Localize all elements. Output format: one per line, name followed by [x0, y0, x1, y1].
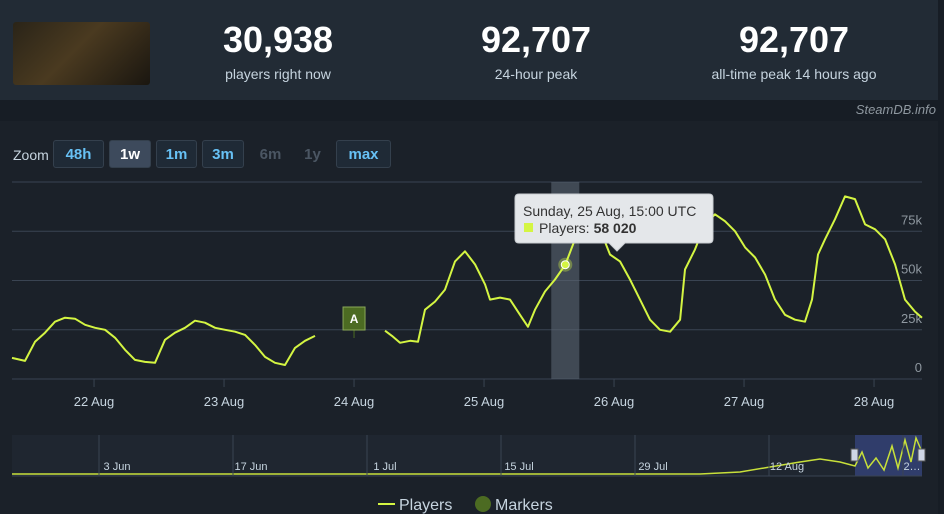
zoom-button: 6m: [259, 146, 282, 163]
stat: 30,938 players right now: [158, 19, 398, 83]
stat-label: players right now: [225, 66, 331, 82]
x-tick-label: 27 Aug: [724, 394, 765, 409]
tooltip-swatch: [524, 223, 533, 232]
hover-point-core: [560, 260, 570, 270]
zoom-button[interactable]: 48h: [53, 140, 104, 168]
stat-label: 24-hour peak: [494, 66, 578, 82]
navigator[interactable]: [12, 435, 922, 476]
x-tick-label: 25 Aug: [464, 394, 505, 409]
x-tick-label: 23 Aug: [204, 394, 245, 409]
zoom-button[interactable]: 1m: [156, 140, 197, 168]
stat-value: 30,938: [222, 19, 334, 60]
tooltip-title: Sunday, 25 Aug, 15:00 UTC: [523, 203, 696, 219]
navigator-label: 2…: [903, 461, 920, 473]
x-tick-label: 24 Aug: [334, 394, 375, 409]
tooltip-value: 58 020: [594, 220, 637, 236]
stat-value: 92,707: [480, 19, 592, 60]
navigator-label: 29 Jul: [638, 461, 667, 473]
x-tick-label: 26 Aug: [594, 394, 635, 409]
legend-label[interactable]: Players: [399, 497, 452, 514]
y-tick-label: 25k: [901, 311, 922, 326]
zoom-button[interactable]: max: [336, 140, 391, 168]
credit[interactable]: SteamDB.info: [855, 102, 936, 117]
zoom-button[interactable]: 1w: [109, 140, 151, 168]
legend-label[interactable]: Markers: [495, 497, 553, 514]
stat: 92,707 all-time peak 14 hours ago: [674, 19, 914, 83]
y-tick-label: 75k: [901, 212, 922, 227]
y-tick-label: 50k: [901, 262, 922, 277]
tooltip-series-label: Players:: [539, 220, 590, 236]
tooltip-body: Players: 58 020: [539, 220, 637, 236]
navigator-handle[interactable]: [917, 448, 926, 462]
game-thumbnail[interactable]: [13, 22, 150, 85]
navigator-label: 17 Jun: [234, 461, 267, 473]
marker-flag[interactable]: [342, 306, 366, 331]
x-tick-label: 22 Aug: [74, 394, 115, 409]
navigator-label: 15 Jul: [504, 461, 533, 473]
zoom-label: Zoom: [13, 147, 49, 163]
navigator-label: 3 Jun: [104, 461, 131, 473]
stat-value: 92,707: [738, 19, 850, 60]
x-tick-label: 28 Aug: [854, 394, 895, 409]
zoom-button[interactable]: 3m: [202, 140, 244, 168]
zoom-button: 1y: [304, 146, 321, 163]
stats-panel: 30,938 players right now 92,707 24-hour pea…: [0, 0, 938, 100]
marker-label: A: [350, 312, 359, 326]
navigator-line: [12, 435, 923, 475]
y-tick-label: 0: [915, 360, 922, 375]
stat: 92,707 24-hour peak: [416, 19, 656, 83]
tooltip-box: [514, 193, 714, 252]
navigator-handle[interactable]: [850, 448, 859, 462]
navigator-label: 12 Aug: [770, 461, 804, 473]
navigator-label: 1 Jul: [373, 461, 396, 473]
series-line: [11, 195, 923, 366]
stat-label: all-time peak 14 hours ago: [711, 66, 877, 82]
legend-swatch: [475, 496, 491, 512]
